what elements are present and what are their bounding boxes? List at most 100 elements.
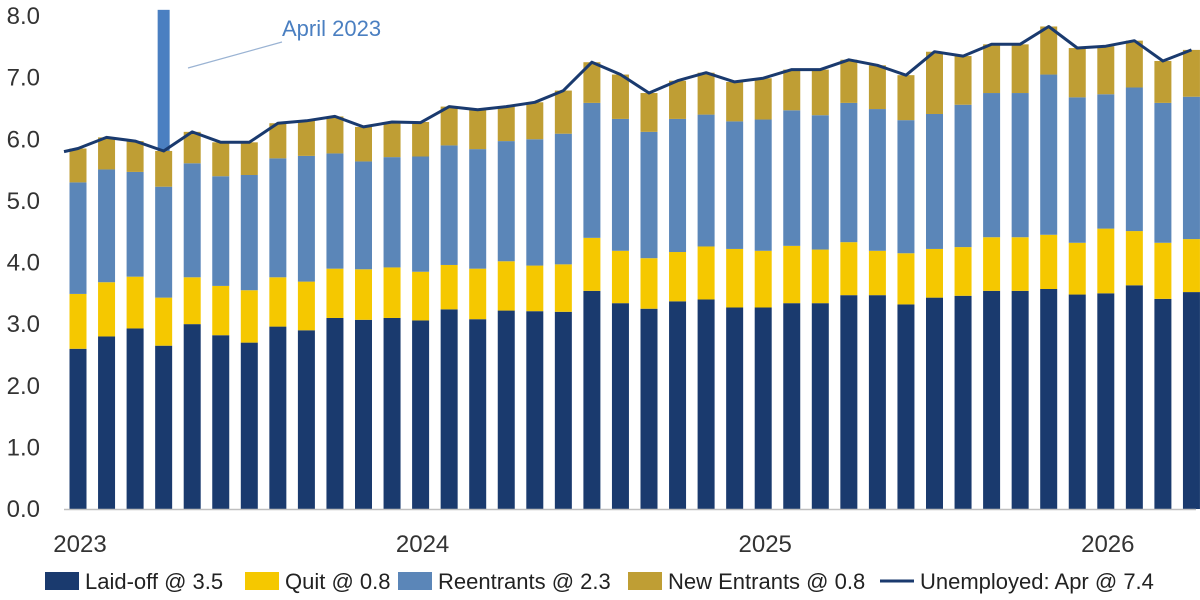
x-tick-label: 2025: [739, 531, 792, 558]
bar-segment-laid-off: [297, 330, 315, 509]
bar-segment-new-entrants: [954, 56, 972, 105]
bar-segment-new-entrants: [98, 137, 116, 170]
bar-segment-new-entrants: [754, 78, 772, 120]
bar-segment-quit: [526, 265, 544, 312]
unemployed-line-layer: [63, 25, 1193, 154]
bar-segment-reentrants: [811, 115, 829, 250]
bar-segment-new-entrants: [126, 141, 144, 172]
bar-segment-new-entrants: [811, 69, 829, 116]
bar-segment-laid-off: [1097, 293, 1115, 509]
bar-segment-reentrants: [355, 161, 372, 270]
y-tick-label: 6.0: [7, 126, 40, 153]
bar-segment-laid-off: [1040, 288, 1058, 509]
annotation-label: April 2023: [282, 16, 381, 41]
bar-segment-quit: [611, 250, 629, 304]
bar-segment-laid-off: [212, 335, 230, 509]
bar-segment-reentrants: [611, 118, 629, 251]
bar-segment-reentrants: [126, 171, 144, 277]
bar-segment-laid-off: [1011, 290, 1029, 509]
bar-segment-reentrants: [554, 133, 572, 265]
bar-segment-reentrants: [926, 113, 943, 249]
bar-segment-reentrants: [1068, 97, 1086, 243]
bar-segment-new-entrants: [1068, 48, 1086, 98]
bar-segment-laid-off: [640, 308, 658, 509]
bar-segment-new-entrants: [868, 65, 886, 110]
y-axis: 0.0 1.0 2.0 3.0 4.0 5.0 6.0 7.0 8.0: [7, 3, 40, 523]
bar-segment-laid-off: [611, 303, 629, 509]
y-tick-label: 8.0: [7, 3, 40, 30]
bar-segment-laid-off: [669, 301, 687, 509]
bar-segment-new-entrants: [355, 126, 372, 162]
bar-segment-laid-off: [497, 310, 515, 509]
bar-segment-quit: [554, 264, 572, 312]
y-tick-label: 0.0: [7, 496, 40, 523]
bar-segment-quit: [1068, 242, 1086, 295]
bar-segment-new-entrants: [726, 81, 744, 122]
bar-segment-new-entrants: [383, 121, 401, 158]
bar-segment-reentrants: [183, 163, 201, 278]
bar-segment-quit: [69, 293, 87, 349]
bar-segment-reentrants: [1097, 94, 1115, 229]
bar-segment-new-entrants: [783, 69, 801, 111]
bar-segment-quit: [1011, 237, 1029, 291]
bar-segment-reentrants: [240, 174, 258, 291]
bar-segment-quit: [1154, 242, 1172, 299]
unemployed-line: [63, 25, 1193, 154]
bar-segment-laid-off: [269, 326, 287, 509]
bar-segment-quit: [383, 267, 401, 318]
bar-segment-new-entrants: [840, 59, 858, 103]
bar-segment-reentrants: [868, 109, 886, 251]
bar-segment-quit: [1097, 228, 1115, 294]
bar-segment-laid-off: [726, 307, 744, 509]
bar-segment-laid-off: [697, 299, 715, 509]
bar-segment-laid-off: [897, 304, 915, 509]
x-tick-label: 2023: [53, 531, 106, 558]
bar-segment-new-entrants: [669, 80, 687, 119]
legend-label-laid-off: Laid-off @ 3.5: [85, 569, 223, 594]
bar-segment-new-entrants: [554, 90, 572, 134]
bar-segment-new-entrants: [611, 74, 629, 119]
bar-segment-reentrants: [1011, 93, 1029, 238]
bar-segment-laid-off: [126, 328, 144, 509]
bar-segment-new-entrants: [697, 72, 715, 115]
bar-segment-reentrants: [98, 169, 116, 283]
bar-segment-reentrants: [1040, 74, 1058, 235]
bar-segment-quit: [355, 269, 372, 320]
bar-segment-new-entrants: [297, 120, 315, 156]
bar-segment-new-entrants: [983, 44, 1001, 94]
bar-segment-new-entrants: [240, 142, 258, 175]
bar-segment-new-entrants: [469, 109, 487, 150]
bar-segment-quit: [1182, 239, 1200, 293]
bar-segment-quit: [754, 250, 772, 308]
bar-segment-reentrants: [526, 139, 544, 266]
bar-segment-new-entrants: [1182, 49, 1200, 97]
bar-segment-laid-off: [983, 290, 1001, 509]
bar-segment-reentrants: [897, 120, 915, 254]
bar-segment-reentrants: [269, 158, 287, 278]
bar-segment-reentrants: [412, 156, 430, 272]
bar-segment-reentrants: [697, 114, 715, 247]
annotation-leader-line: [187, 41, 283, 69]
bar-segment-reentrants: [440, 145, 458, 265]
bar-segment-reentrants: [1182, 96, 1200, 240]
bar-segment-new-entrants: [269, 123, 287, 159]
bar-segment-reentrants: [583, 102, 601, 238]
bar-segment-reentrants: [783, 110, 801, 246]
bar-segment-quit: [183, 277, 201, 325]
annotation-marker-bar: [157, 9, 170, 151]
legend-swatch-reentrants: [398, 572, 432, 590]
bar-segment-reentrants: [212, 176, 230, 286]
bar-segment-reentrants: [726, 121, 744, 249]
bar-segment-laid-off: [783, 303, 801, 509]
bar-segment-laid-off: [183, 324, 201, 509]
bar-segment-reentrants: [1125, 87, 1143, 232]
legend: Laid-off @ 3.5 Quit @ 0.8 Reentrants @ 2.3…: [45, 569, 1154, 594]
bar-segment-laid-off: [1154, 298, 1172, 509]
bar-segment-laid-off: [526, 311, 544, 509]
bar-segment-reentrants: [640, 131, 658, 259]
bar-segment-quit: [126, 276, 144, 329]
bar-segment-laid-off: [1068, 294, 1086, 509]
bar-segment-new-entrants: [1097, 46, 1115, 95]
y-tick-label: 4.0: [7, 250, 40, 277]
